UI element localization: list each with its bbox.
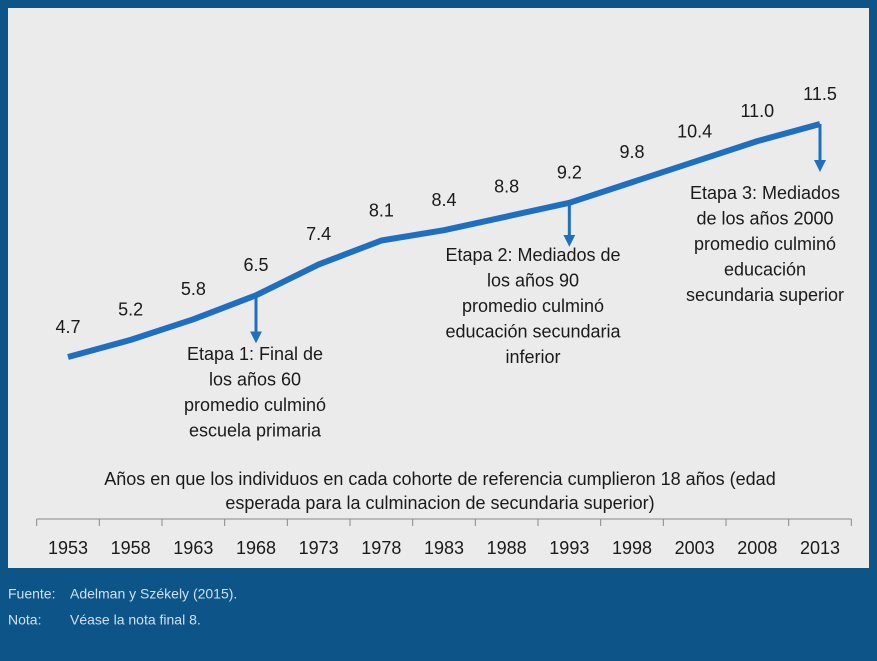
annotation-text: educación	[724, 259, 806, 279]
annotation-text: educación secundaria	[445, 321, 621, 341]
annotation-text: de los años 2000	[696, 208, 833, 228]
x-tick-label: 1988	[487, 538, 527, 558]
x-axis-label: Años en que los individuos en cada cohor…	[104, 469, 775, 489]
x-axis-label: esperada para la culminacion de secundar…	[225, 493, 654, 513]
data-label: 4.7	[55, 317, 80, 337]
annotation-text: los años 90	[487, 270, 579, 290]
annotation-text: escuela primaria	[189, 420, 322, 440]
x-tick-label: 2013	[800, 538, 840, 558]
data-label: 7.4	[306, 224, 331, 244]
x-tick-label: 1993	[549, 538, 589, 558]
annotation-text: Etapa 3: Mediados	[690, 183, 840, 203]
data-label: 5.8	[181, 279, 206, 299]
x-tick-label: 1968	[236, 538, 276, 558]
data-label: 6.5	[243, 255, 268, 275]
footnote-text: Véase la nota final 8.	[70, 612, 201, 628]
x-tick-label: 1978	[361, 538, 401, 558]
x-tick-label: 1963	[173, 538, 213, 558]
x-tick-label: 2003	[675, 538, 715, 558]
annotation-text: Etapa 1: Final de	[187, 344, 323, 364]
annotation-text: secundaria superior	[686, 285, 844, 305]
annotation-text: promedio culminó	[184, 395, 326, 415]
plot-panel	[8, 8, 869, 568]
data-label: 11.5	[803, 84, 837, 104]
data-label: 11.0	[740, 101, 774, 121]
x-tick-label: 1953	[48, 538, 88, 558]
x-tick-label: 1958	[111, 538, 151, 558]
data-label: 5.2	[118, 300, 143, 320]
annotation-text: Etapa 2: Mediados de	[445, 245, 620, 265]
x-tick-label: 2008	[737, 538, 777, 558]
data-label: 9.2	[557, 163, 582, 183]
annotation-text: inferior	[505, 347, 560, 367]
data-label: 8.1	[369, 200, 394, 220]
data-label: 8.4	[431, 190, 456, 210]
footnote-label: Nota:	[8, 612, 41, 628]
data-label: 10.4	[677, 121, 712, 141]
x-tick-label: 1973	[299, 538, 339, 558]
annotation-text: promedio culminó	[462, 296, 604, 316]
x-tick-label: 1983	[424, 538, 464, 558]
annotation-text: los años 60	[209, 369, 301, 389]
footnote-text: Adelman y Székely (2015).	[70, 586, 237, 602]
x-tick-label: 1998	[612, 538, 652, 558]
line	[67, 121, 821, 360]
data-label: 8.8	[494, 176, 519, 196]
annotation-text: promedio culminó	[694, 234, 836, 254]
footnote-label: Fuente:	[8, 586, 55, 602]
data-label: 9.8	[619, 142, 644, 162]
